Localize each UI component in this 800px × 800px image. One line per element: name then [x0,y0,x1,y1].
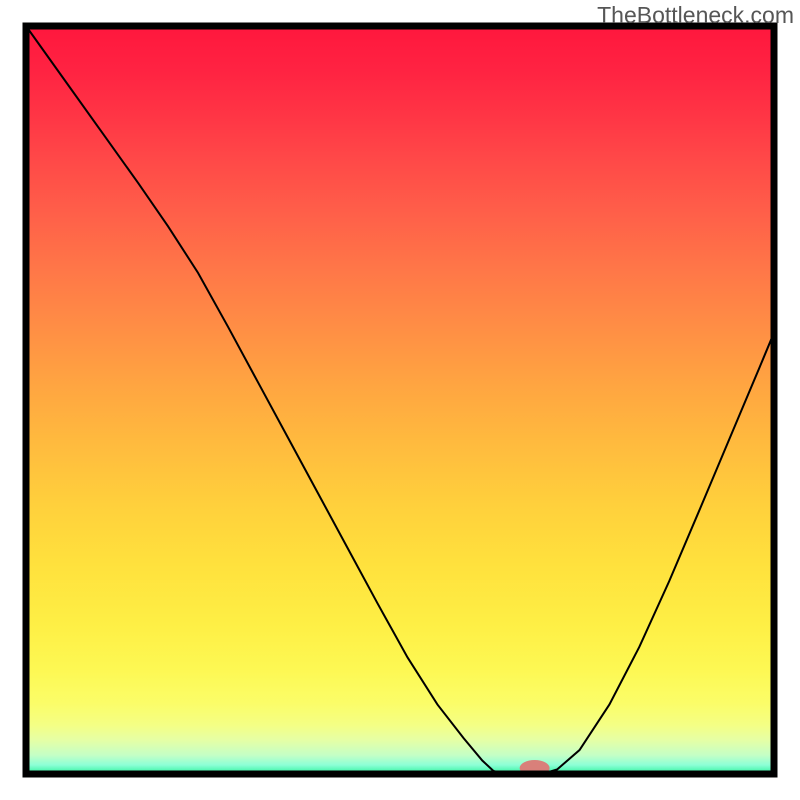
plot-background [26,26,774,774]
bottleneck-chart: TheBottleneck.com [0,0,800,800]
chart-svg [0,0,800,800]
watermark-text: TheBottleneck.com [597,2,794,29]
